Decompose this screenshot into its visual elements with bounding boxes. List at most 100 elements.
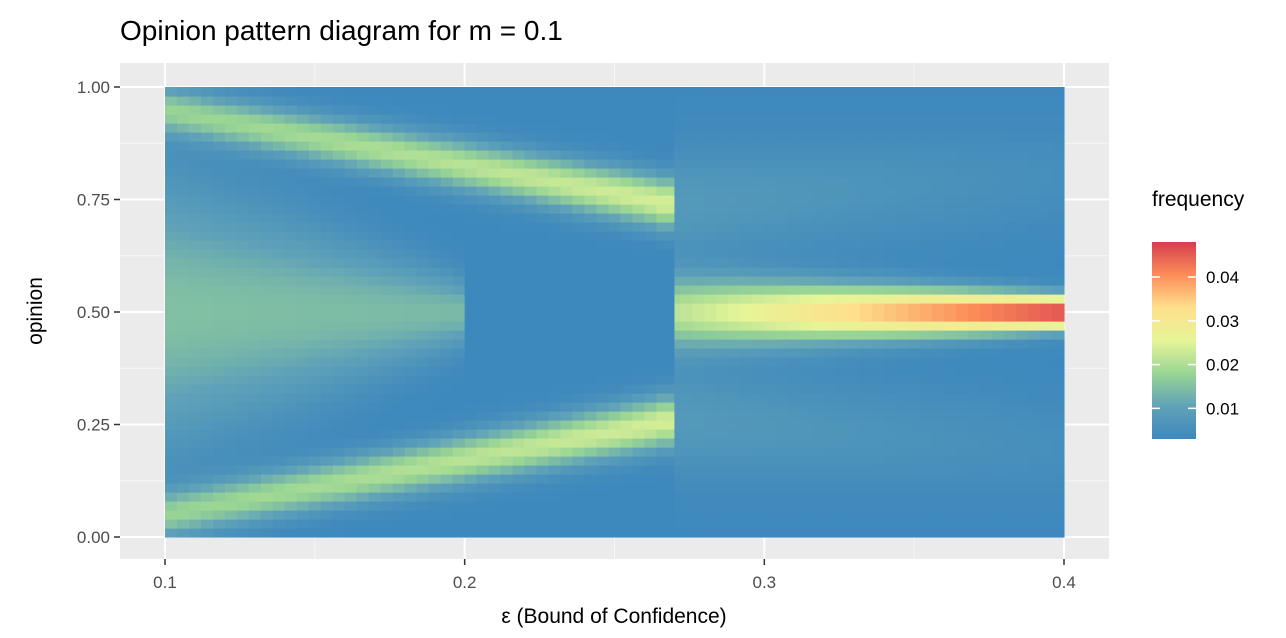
heatmap-cell [380,114,394,124]
y-tick-label: 0.00 [77,528,110,547]
heatmap-cell [704,249,717,259]
heatmap-cell [165,177,178,187]
heatmap-cell [836,510,849,520]
heatmap-cell [404,276,418,286]
heatmap-cell [416,132,430,142]
heatmap-cell [380,231,394,241]
heatmap-cell [404,159,418,169]
heatmap-cell [392,501,406,511]
heatmap-cell [260,276,274,286]
heatmap-cell [596,204,610,214]
heatmap-cell [884,249,897,259]
heatmap-cell [632,366,646,376]
heatmap-cell [1052,141,1065,151]
heatmap-cell [800,474,813,484]
heatmap-cell [260,222,274,232]
heatmap-cell [380,411,394,421]
heatmap-cell [920,132,933,142]
heatmap-cell [788,132,801,142]
heatmap-cell [884,285,897,295]
heatmap-cell [860,492,873,502]
heatmap-cell [812,366,825,376]
heatmap-cell [248,105,262,115]
heatmap-cell [272,240,286,250]
heatmap-cell [848,276,861,286]
heatmap-cell [812,357,825,367]
heatmap-cell [392,528,406,538]
heatmap-cell [932,465,945,475]
heatmap-cell [236,222,250,232]
heatmap-cell [440,240,454,250]
heatmap-cell [752,159,765,169]
heatmap-cell [848,492,861,502]
heatmap-cell [560,312,574,322]
heatmap-cell [1016,222,1029,232]
heatmap-cell [680,384,694,394]
heatmap-cell [848,240,861,250]
heatmap-cell [740,267,753,277]
heatmap-cell [632,132,646,142]
heatmap-cell [824,177,837,187]
heatmap-cell [608,231,622,241]
heatmap-cell [236,483,250,493]
heatmap-cell [944,312,957,322]
heatmap-cell [956,168,969,178]
heatmap-cell [824,483,837,493]
heatmap-cell [1028,339,1041,349]
heatmap-cell [1016,330,1029,340]
heatmap-cell [512,285,526,295]
heatmap-cell [920,402,933,412]
heatmap-cell [560,213,574,223]
heatmap-cell [1016,204,1029,214]
heatmap-cell [176,240,190,250]
heatmap-cell [584,285,598,295]
heatmap-cell [896,249,909,259]
heatmap-cell [956,303,969,313]
heatmap-cell [764,294,777,304]
heatmap-cell [674,429,682,439]
heatmap-cell [548,411,562,421]
heatmap-cell [620,123,634,133]
heatmap-cell [644,528,658,538]
heatmap-cell [944,438,957,448]
heatmap-cell [332,240,346,250]
heatmap-cell [356,447,370,457]
heatmap-cell [896,447,909,457]
heatmap-cell [980,528,993,538]
heatmap-cell [632,249,646,259]
heatmap-cell [728,231,741,241]
heatmap-cell [884,483,897,493]
heatmap-cell [176,87,190,97]
heatmap-cell [920,294,933,304]
heatmap-cell [992,267,1005,277]
heatmap-cell [572,528,586,538]
heatmap-cell [848,177,861,187]
heatmap-cell [572,447,586,457]
heatmap-cell [536,339,550,349]
heatmap-cell [764,150,777,160]
heatmap-cell [656,528,676,538]
heatmap-cell [764,186,777,196]
heatmap-cell [1004,420,1017,430]
heatmap-cell [548,105,562,115]
heatmap-cell [176,447,190,457]
heatmap-cell [320,231,334,241]
heatmap-cell [428,285,442,295]
heatmap-cell [800,231,813,241]
heatmap-cell [692,249,705,259]
heatmap-cell [632,420,646,430]
heatmap-cell [812,429,825,439]
heatmap-cell [920,375,933,385]
heatmap-cell [368,456,382,466]
heatmap-cell [320,321,334,331]
heatmap-cell [188,384,202,394]
heatmap-cell [992,114,1005,124]
heatmap-cell [212,105,226,115]
heatmap-cell [176,411,190,421]
heatmap-cell [812,501,825,511]
heatmap-cell [536,357,550,367]
heatmap-cell [536,375,550,385]
heatmap-cell [284,465,298,475]
heatmap-cell [380,249,394,259]
